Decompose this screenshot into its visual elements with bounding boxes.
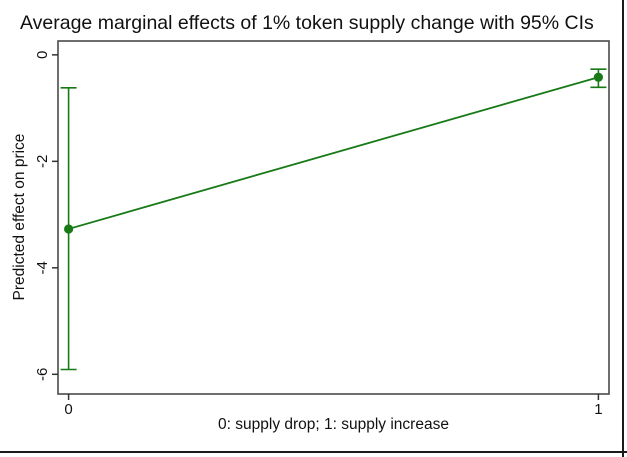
- y-tick-label: 0: [34, 51, 51, 59]
- x-tick-label: 1: [594, 401, 602, 418]
- y-tick-label: -6: [34, 368, 51, 381]
- plot-box: [57, 40, 610, 395]
- chart-title: Average marginal effects of 1% token sup…: [20, 12, 594, 34]
- y-tick-label: -2: [34, 155, 51, 168]
- x-axis-title: 0: supply drop; 1: supply increase: [218, 416, 449, 433]
- x-tick-label: 0: [64, 401, 72, 418]
- window-border-right: [622, 0, 624, 457]
- y-tick-label: -4: [34, 261, 51, 274]
- series-line: [68, 76, 599, 230]
- data-point-marker: [593, 72, 604, 82]
- data-point-marker: [63, 224, 74, 234]
- window-border-bottom: [0, 451, 627, 453]
